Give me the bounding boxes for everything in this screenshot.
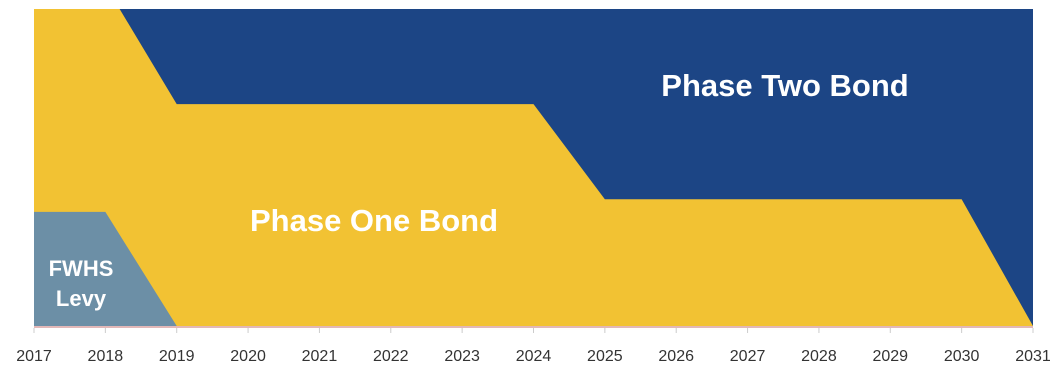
x-tick-label: 2017 (16, 348, 52, 365)
label-levy: Levy (56, 286, 107, 311)
x-tick-label: 2018 (88, 348, 124, 365)
area-layer (34, 9, 1033, 328)
area-fwhs-levy (34, 211, 1033, 326)
x-tick-label: 2023 (444, 348, 480, 365)
x-tick-label: 2025 (587, 348, 623, 365)
label-phase-two-bond: Phase Two Bond (661, 68, 908, 103)
x-tick-label: 2022 (373, 348, 409, 365)
x-tick-label: 2024 (516, 348, 552, 365)
label-fwhs: FWHS (49, 256, 114, 281)
label-phase-one-bond: Phase One Bond (250, 203, 498, 238)
x-tick-label: 2026 (658, 348, 694, 365)
area-labels: Phase Two Bond Phase One Bond FWHS Levy (49, 68, 909, 311)
x-tick-label: 2020 (230, 348, 266, 365)
x-tick-label: 2027 (730, 348, 766, 365)
x-tick-label: 2019 (159, 348, 195, 365)
x-tick-label: 2021 (302, 348, 338, 365)
area-phase-two-bond (34, 9, 1033, 326)
x-tick-label: 2031 (1015, 348, 1051, 365)
x-tick-label: 2030 (944, 348, 980, 365)
x-tick-label: 2028 (801, 348, 837, 365)
x-axis: 2017 2018 2019 2020 2021 2022 2023 2024 2025 2026… (16, 328, 1051, 365)
x-tick-label: 2029 (872, 348, 908, 365)
